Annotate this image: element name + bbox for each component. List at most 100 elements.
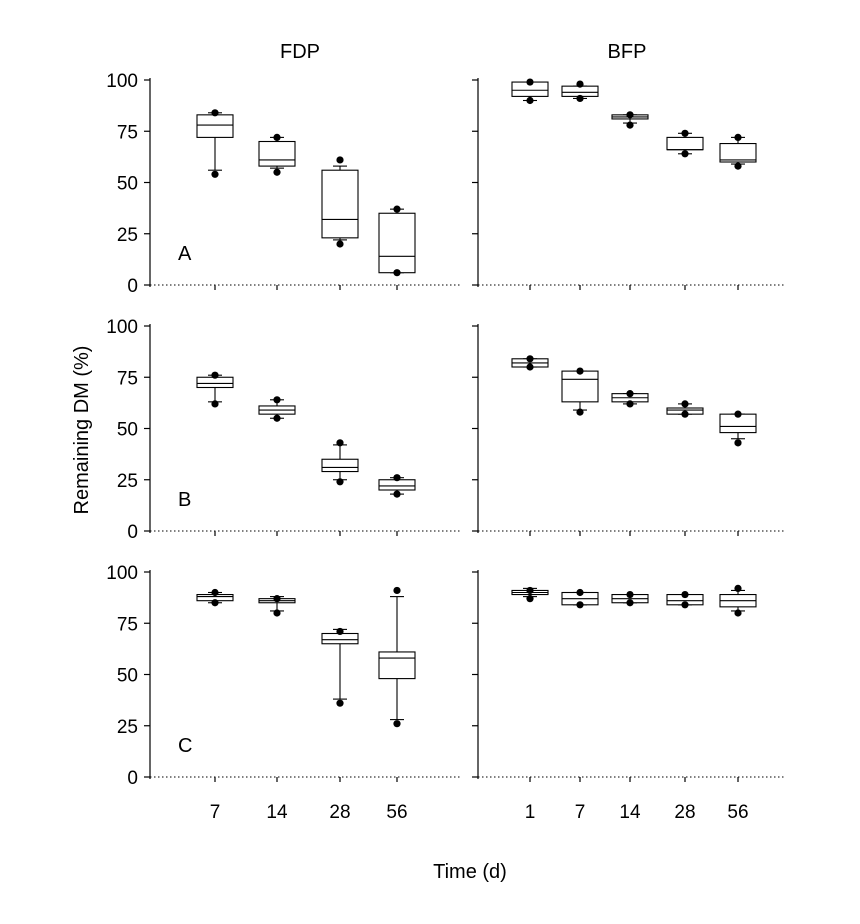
box-28 — [321, 156, 359, 248]
outlier-point — [681, 410, 689, 418]
box-7 — [561, 80, 599, 103]
outlier-point — [393, 205, 401, 213]
box-56 — [719, 584, 757, 617]
box-56 — [719, 410, 757, 447]
outlier-point — [734, 133, 742, 141]
outlier-point — [626, 121, 634, 129]
outlier-point — [576, 408, 584, 416]
outlier-point — [273, 609, 281, 617]
iqr-box — [258, 140, 296, 167]
outlier-point — [681, 601, 689, 609]
box-7 — [196, 371, 234, 408]
outlier-point — [626, 390, 634, 398]
box-28 — [321, 627, 359, 707]
box-7 — [561, 588, 599, 609]
outlier-point — [393, 269, 401, 277]
outlier-point — [273, 396, 281, 404]
box-7 — [196, 109, 234, 178]
box-14 — [258, 133, 296, 176]
outlier-point — [626, 400, 634, 408]
iqr-box — [378, 212, 416, 274]
box-56 — [378, 205, 416, 277]
x-tick-label: 14 — [619, 802, 641, 823]
iqr-box — [321, 458, 359, 473]
outlier-point — [526, 363, 534, 371]
x-tick-label: 28 — [674, 802, 695, 823]
box-56 — [378, 474, 416, 498]
x-tick-label: 56 — [727, 802, 748, 823]
outlier-point — [273, 414, 281, 422]
box-28 — [666, 129, 704, 158]
outlier-point — [681, 590, 689, 599]
outlier-point — [526, 595, 534, 603]
outlier-point — [681, 150, 689, 158]
box-7 — [196, 588, 234, 607]
outlier-point — [526, 586, 534, 595]
outlier-point — [336, 240, 344, 248]
outlier-point — [526, 355, 534, 363]
box-1 — [511, 586, 549, 603]
outlier-point — [273, 133, 281, 141]
box-28 — [666, 590, 704, 609]
outlier-point — [626, 590, 634, 599]
y-tick-label: 100 — [106, 317, 138, 338]
box-14 — [258, 595, 296, 617]
x-axis-title: Time (d) — [433, 861, 507, 883]
box-14 — [258, 396, 296, 422]
outlier-point — [211, 599, 219, 607]
x-tick-label: 56 — [386, 802, 407, 823]
outlier-point — [273, 595, 281, 603]
panel-bfp-row-2 — [472, 324, 785, 536]
y-tick-label: 0 — [127, 768, 138, 789]
y-axis-title: Remaining DM (%) — [71, 346, 93, 515]
outlier-point — [526, 96, 534, 105]
outlier-point — [734, 410, 742, 418]
box-56 — [378, 586, 416, 728]
iqr-box — [666, 136, 704, 151]
y-tick-label: 50 — [117, 420, 138, 441]
panel-letter-a: A — [178, 243, 192, 265]
box-28 — [321, 439, 359, 486]
outlier-point — [526, 78, 534, 86]
outlier-point — [211, 400, 219, 408]
y-tick-label: 75 — [117, 614, 138, 635]
outlier-point — [734, 162, 742, 170]
outlier-point — [734, 609, 742, 617]
panel-bfp-row-3: 1 7 14 28 56 — [472, 570, 785, 823]
outlier-point — [211, 371, 219, 379]
iqr-box — [561, 370, 599, 403]
outlier-point — [393, 490, 401, 498]
outlier-point — [211, 109, 219, 117]
column-title-fdp: FDP — [280, 41, 320, 63]
outlier-point — [336, 439, 344, 447]
outlier-point — [681, 129, 689, 137]
outlier-point — [336, 699, 344, 707]
y-tick-label: 100 — [106, 563, 138, 584]
x-tick-label: 14 — [266, 802, 288, 823]
panel-letter-b: B — [178, 489, 191, 511]
outlier-point — [393, 474, 401, 482]
y-tick-label: 25 — [117, 471, 138, 492]
outlier-point — [681, 400, 689, 408]
column-title-bfp: BFP — [608, 41, 647, 63]
x-tick-label: 7 — [575, 802, 586, 823]
iqr-box — [321, 169, 359, 239]
outlier-point — [734, 439, 742, 447]
outlier-point — [576, 80, 584, 88]
outlier-point — [576, 601, 584, 609]
panels-group: 0 25 50 75 100 A 0 25 50 75 100 B 0 25 50 75 100 7 14 28 56 C… — [106, 71, 785, 823]
panel-fdp-row-1: 0 25 50 75 100 A — [106, 71, 460, 297]
outlier-point — [576, 94, 584, 103]
outlier-point — [336, 627, 344, 636]
outlier-point — [734, 584, 742, 593]
outlier-point — [576, 367, 584, 375]
x-tick-label: 1 — [525, 802, 536, 823]
box-28 — [666, 400, 704, 418]
outlier-point — [393, 586, 401, 595]
outlier-point — [211, 170, 219, 178]
outlier-point — [576, 588, 584, 597]
box-1 — [511, 355, 549, 371]
y-tick-label: 100 — [106, 71, 138, 92]
y-tick-label: 25 — [117, 225, 138, 246]
